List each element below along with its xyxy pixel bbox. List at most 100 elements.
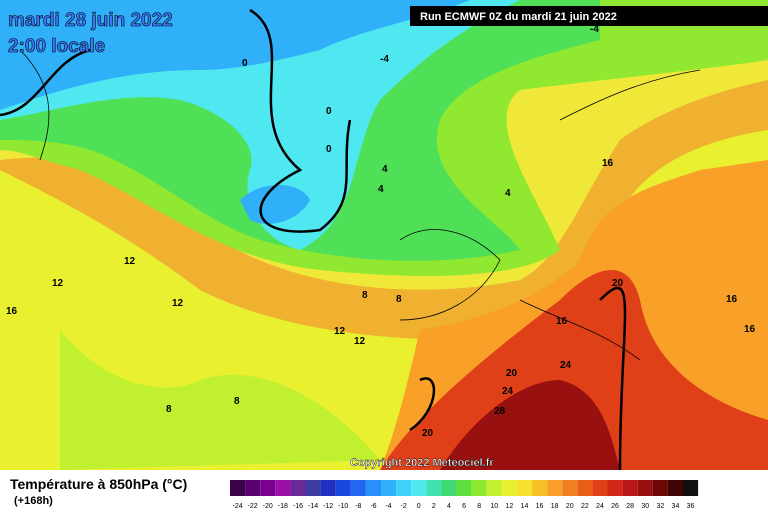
scale-tick-label: 12 xyxy=(505,503,513,510)
scale-swatch xyxy=(683,480,699,496)
scale-swatch xyxy=(260,480,276,496)
scale-swatch xyxy=(532,480,548,496)
scale-tick-label: -2 xyxy=(401,503,407,510)
coastlines xyxy=(19,49,701,361)
scale-tick-label: 32 xyxy=(656,503,664,510)
scale-tick-label: 36 xyxy=(687,503,695,510)
date: mardi 28 juin 2022 xyxy=(8,10,173,31)
scale-tick-label: 14 xyxy=(521,503,529,510)
contour-label: 12 xyxy=(172,298,184,309)
scale-swatch xyxy=(441,480,457,496)
blue-patch xyxy=(240,185,310,224)
contour-label: 28 xyxy=(494,406,506,417)
scale-swatch xyxy=(547,480,563,496)
scale-swatch xyxy=(637,480,653,496)
scale-swatch xyxy=(501,480,517,496)
contour-label: 8 xyxy=(234,396,240,407)
contour-label: 16 xyxy=(6,306,18,317)
scale-swatch xyxy=(275,480,291,496)
scale-tick-label: 24 xyxy=(596,503,604,510)
scale-tick-label: 34 xyxy=(672,503,680,510)
contour-label: 20 xyxy=(612,278,624,289)
scale-tick-label: 26 xyxy=(611,503,619,510)
scale-swatch xyxy=(305,480,321,496)
africa-green xyxy=(60,330,380,470)
contour-label: 0 xyxy=(326,106,332,117)
copyright: Copyright 2022 Meteociel.fr xyxy=(350,457,494,469)
scale-swatch xyxy=(652,480,668,496)
scale-swatch xyxy=(592,480,608,496)
scale-tick-label: 16 xyxy=(536,503,544,510)
contour-label: 16 xyxy=(726,294,738,305)
contour-label: 12 xyxy=(354,336,366,347)
scale-tick-label: 0 xyxy=(417,503,421,510)
scale-swatch xyxy=(396,480,412,496)
contour-label: 24 xyxy=(560,360,572,371)
contour-label: -4 xyxy=(590,24,599,35)
scale-swatch xyxy=(577,480,593,496)
contour-label: 16 xyxy=(556,316,568,327)
scale-tick-label: -20 xyxy=(263,503,273,510)
scale-swatch xyxy=(290,480,306,496)
scale-tick-label: -10 xyxy=(338,503,348,510)
run-info: Run ECMWF 0Z du mardi 21 juin 2022 xyxy=(420,11,617,23)
scale-swatch xyxy=(471,480,487,496)
scale-swatch xyxy=(365,480,381,496)
contour-label: 12 xyxy=(334,326,346,337)
contour-label: 16 xyxy=(744,324,756,335)
time: 2:00 locale xyxy=(8,36,105,57)
map: Run ECMWF 0Z du mardi 21 juin 2022 mardi… xyxy=(0,0,768,471)
scale-swatch xyxy=(426,480,442,496)
scale-tick-label: -6 xyxy=(370,503,376,510)
scale-swatch xyxy=(667,480,683,496)
scale-tick-label: 2 xyxy=(432,503,436,510)
contour-label: 0 xyxy=(326,144,332,155)
scale-tick-label: 4 xyxy=(447,503,451,510)
contour-label: 4 xyxy=(378,184,384,195)
contour-labels: 0 0 0 -4 -4 4 4 4 8 8 12 12 12 12 12 16 16 16 16 16 20 20 20 24… xyxy=(6,24,756,439)
blue-zone xyxy=(0,0,470,110)
contour-label: 0 xyxy=(242,58,248,69)
scale-swatch xyxy=(622,480,638,496)
contour-label: 8 xyxy=(362,290,368,301)
scale-swatch xyxy=(411,480,427,496)
contour-label: 24 xyxy=(502,386,514,397)
scale-swatch xyxy=(562,480,578,496)
scale-swatch xyxy=(607,480,623,496)
contour-label: -4 xyxy=(380,54,389,65)
scale-swatch xyxy=(350,480,366,496)
scale-swatch xyxy=(456,480,472,496)
dark-red-zone xyxy=(440,380,620,470)
scale-tick-label: -4 xyxy=(385,503,391,510)
contour-label: 16 xyxy=(602,158,614,169)
scale-tick-label: 8 xyxy=(477,503,481,510)
scale-tick-label: -14 xyxy=(308,503,318,510)
scale-tick-label: 30 xyxy=(641,503,649,510)
scale-swatch xyxy=(335,480,351,496)
scale-tick-label: 6 xyxy=(462,503,466,510)
scale-swatch xyxy=(486,480,502,496)
contour-label: 4 xyxy=(505,188,511,199)
scale-tick-label: 18 xyxy=(551,503,559,510)
contour-label: 12 xyxy=(124,256,136,267)
legend-subtitle: (+168h) xyxy=(14,495,53,507)
contour-label: 12 xyxy=(52,278,64,289)
run-banner xyxy=(410,6,768,26)
scale-tick-label: -22 xyxy=(248,503,258,510)
contour-label: 8 xyxy=(166,404,172,415)
scale-tick-label: 22 xyxy=(581,503,589,510)
scale-tick-label: -8 xyxy=(355,503,361,510)
scale-tick-label: -24 xyxy=(232,503,242,510)
color-scale: -24 -22 -20 -18 -16 -14 -12 -10 -8 -6 -4 -2 0 2 4 6 8 10 1… xyxy=(230,480,699,510)
scale-swatch xyxy=(516,480,532,496)
scale-tick-label: -16 xyxy=(293,503,303,510)
contour-label: 20 xyxy=(422,428,434,439)
scale-tick-label: 28 xyxy=(626,503,634,510)
scale-swatch xyxy=(245,480,261,496)
scale-swatch xyxy=(381,480,397,496)
scale-tick-label: 10 xyxy=(490,503,498,510)
contour-label: 20 xyxy=(506,368,518,379)
red-zone xyxy=(380,270,768,470)
